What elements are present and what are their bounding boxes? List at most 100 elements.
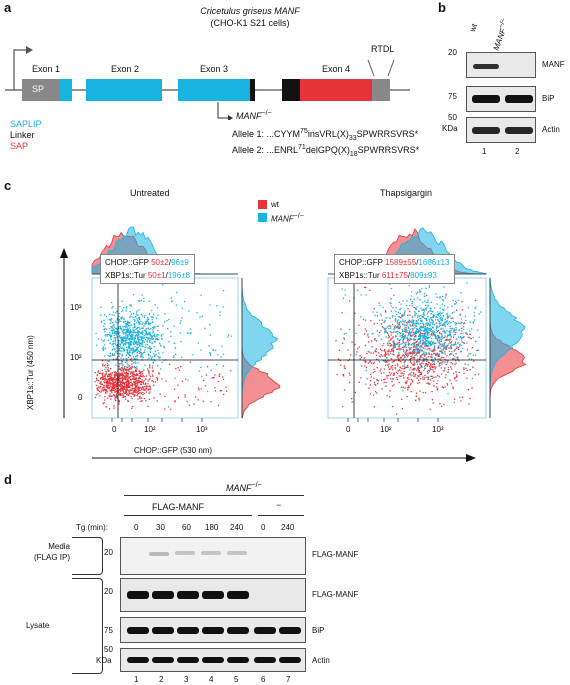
blot-b-bip <box>466 86 536 112</box>
row-d-actin-label: Actin <box>312 656 330 665</box>
dash-bracket <box>258 515 304 516</box>
lane-d-4: 4 <box>209 675 214 684</box>
legend-saplip: SAPLIP <box>10 119 42 129</box>
rtdl-box <box>372 79 390 101</box>
allele-1: Allele 1: ...CYYM75insVRL(X)33SPWRRSVRS* <box>232 128 419 142</box>
row-d-media-label: FLAG-MANF <box>312 550 359 559</box>
xtick-100-right: 10² <box>380 425 392 434</box>
marker-d-50: 50 <box>104 645 113 654</box>
tg-3: 60 <box>182 523 191 532</box>
marker-b-50: 50 <box>448 113 457 122</box>
promoter-arrow <box>13 49 28 90</box>
media-bracket <box>72 537 103 575</box>
construct-bracket <box>124 515 252 516</box>
xtick-0-right: 0 <box>346 425 351 434</box>
title-thapsigargin: Thapsigargin <box>380 188 433 198</box>
y-axis-arrowhead <box>60 248 68 258</box>
media-section-label: Media (FLAG IP) <box>33 542 70 562</box>
marker-b-75: 75 <box>448 92 457 101</box>
genotype-label: MANF−/− <box>226 482 262 493</box>
band-actin-ko <box>505 127 533 134</box>
lane-b-2: 2 <box>515 147 520 156</box>
exon4-linker <box>282 79 300 101</box>
exon1-saplip <box>60 79 72 101</box>
lane-d-5: 5 <box>234 675 239 684</box>
kda-d: KDa <box>96 656 112 665</box>
panel-d-label: d <box>4 472 12 487</box>
tg-1: 0 <box>134 523 139 532</box>
lysate-bracket <box>72 578 103 674</box>
construct-label: FLAG-MANF <box>152 502 205 512</box>
exon3-linker <box>250 79 255 101</box>
marker-d-media-20: 20 <box>104 548 113 557</box>
stats-untreated: CHOP::GFP 50±2/96±9 XBP1s::Tur 50±1/196±… <box>100 254 196 284</box>
exon-2-label: Exon 2 <box>111 64 140 74</box>
exon2-box <box>86 79 162 101</box>
ytick-0: 0 <box>78 393 83 402</box>
genotype-bracket <box>124 495 304 496</box>
tg-2: 30 <box>156 523 165 532</box>
gene-diagram <box>5 46 410 120</box>
right-hist-ko-thapsigargin <box>489 277 526 418</box>
title-untreated: Untreated <box>130 188 170 198</box>
tg-6: 0 <box>261 523 266 532</box>
sp-label: SP <box>32 84 45 94</box>
lane-b-1: 1 <box>482 147 487 156</box>
row-label-actin: Actin <box>542 125 560 134</box>
marker-d-75: 75 <box>104 626 113 635</box>
row-label-bip: BiP <box>542 94 555 103</box>
marker-d-lysate-20: 20 <box>104 587 113 596</box>
lane-d-3: 3 <box>184 675 189 684</box>
rtdl-label: RTDL <box>371 44 395 54</box>
band-bip-wt <box>472 95 500 103</box>
blot-b-manf <box>466 52 536 78</box>
ytick-100: 10² <box>70 353 82 362</box>
exon4-sap <box>300 79 372 101</box>
lane-d-2: 2 <box>159 675 164 684</box>
stats-thapsigargin: CHOP::GFP 1589±55/1686±13 XBP1s::Tur 611… <box>334 254 455 284</box>
promoter-arrowhead <box>26 46 33 54</box>
exon-3-label: Exon 3 <box>200 64 229 74</box>
xtick-1000-right: 10³ <box>432 425 444 434</box>
exon3-box <box>178 79 250 101</box>
legend-wt-label: wt <box>271 200 279 209</box>
blot-d-bip <box>120 617 306 643</box>
empty-vector-dash: − <box>276 500 282 510</box>
ytick-1000: 10³ <box>70 303 82 312</box>
legend-sap: SAP <box>10 141 29 151</box>
exon-1-label: Exon 1 <box>32 64 61 74</box>
legend-ko-label: MANF−/− <box>271 213 304 224</box>
blot-d-actin <box>120 648 306 672</box>
cell-line: (CHO-K1 S21 cells) <box>210 18 290 28</box>
tg-5: 240 <box>230 523 244 532</box>
band-manf-wt <box>473 64 499 69</box>
allele-2: Allele 2: ...ENRL71delGPQ(X)18SPWRRSVRS* <box>232 144 420 158</box>
x-axis-label: CHOP::GFP (530 nm) <box>134 446 213 455</box>
tg-4: 180 <box>205 523 219 532</box>
band-actin-wt <box>472 127 500 134</box>
panel-b-label: b <box>438 0 446 15</box>
x-axis-arrowhead <box>466 454 476 462</box>
row-d-lysate-label: FLAG-MANF <box>312 590 359 599</box>
row-label-manf: MANF <box>542 60 565 69</box>
xtick-100-left: 10² <box>144 425 156 434</box>
lane-d-6: 6 <box>261 675 266 684</box>
lysate-section-label: Lysate <box>26 621 50 630</box>
band-bip-ko <box>505 95 533 103</box>
y-axis-label: XBP1s::Tur (450 nm) <box>26 335 35 410</box>
kda-b: KDa <box>442 124 458 133</box>
tg-7: 240 <box>281 523 295 532</box>
sp-box <box>22 79 60 101</box>
gene-title: Cricetulus griseus MANF <box>160 6 340 16</box>
xtick-0-left: 0 <box>112 425 117 434</box>
blot-d-lysate-flag <box>120 578 306 612</box>
exon-4-label: Exon 4 <box>322 64 351 74</box>
panel-c-label: c <box>4 178 12 193</box>
knockout-label: MANF−/− <box>236 110 272 121</box>
legend-linker: Linker <box>10 130 35 140</box>
xtick-1000-left: 10³ <box>196 425 208 434</box>
row-d-bip-label: BiP <box>312 626 325 635</box>
gene-name: MANF <box>274 6 300 16</box>
blot-b-actin <box>466 117 536 143</box>
lane-d-1: 1 <box>134 675 139 684</box>
